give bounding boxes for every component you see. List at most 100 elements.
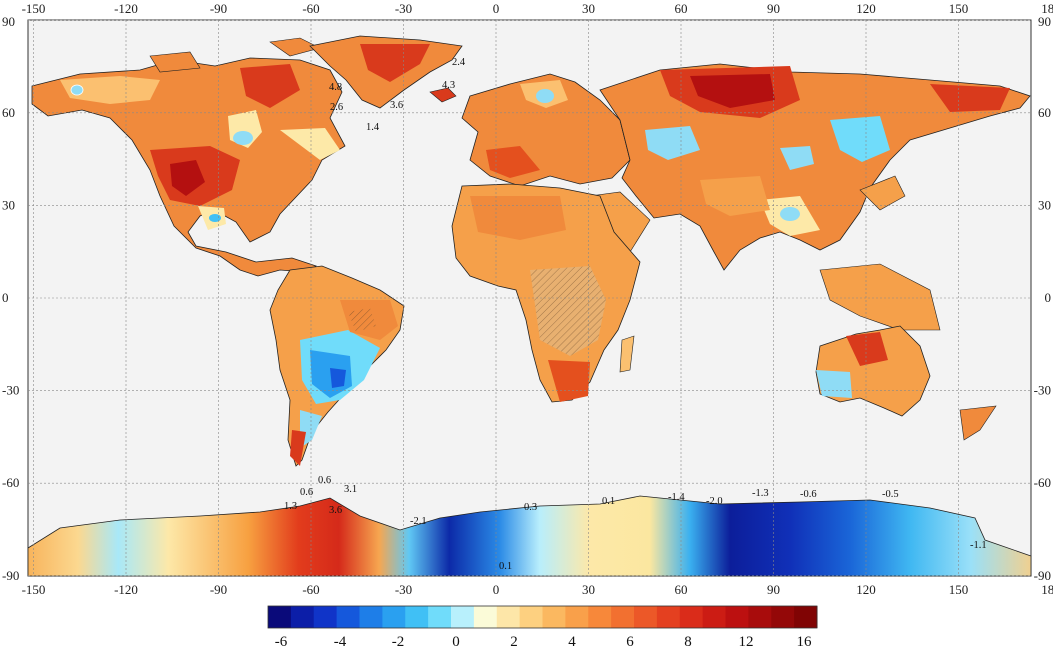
value-annotation: 0.6 [300, 487, 313, 498]
colorbar-tick-label: 0 [452, 634, 460, 650]
longitude-tick-label: -150 [22, 582, 46, 597]
value-annotation: 3.6 [390, 100, 403, 111]
latitude-tick-label: -30 [2, 383, 19, 398]
colorbar-tick-label: 4 [568, 634, 576, 650]
colorbar-tick-label: 2 [510, 634, 518, 650]
colorbar [267, 605, 818, 629]
value-annotation: 2.4 [452, 57, 466, 68]
colorbar-swatch [771, 606, 795, 628]
longitude-tick-label: 0 [493, 582, 500, 597]
latitude-tick-label: -90 [2, 568, 19, 583]
colorbar-tick-label: -6 [275, 634, 288, 650]
longitude-axis-top: -150 -120 -90 -60 -30 0 30 60 90 120 150 180 [22, 1, 1053, 16]
value-annotation: 1.4 [366, 122, 380, 133]
longitude-tick-label: 120 [856, 1, 876, 16]
value-annotation: -0.5 [882, 489, 899, 500]
latitude-tick-label: -60 [1034, 475, 1051, 490]
colorbar-outline [267, 605, 818, 629]
longitude-tick-label: 180 [1041, 1, 1053, 16]
longitude-tick-label: 120 [856, 582, 876, 597]
latitude-tick-label: -90 [1034, 568, 1051, 583]
colorbar-swatch [702, 606, 727, 628]
colorbar-swatch [428, 606, 452, 628]
colorbar-tick-label: 12 [739, 634, 754, 650]
latitude-axis-right: 90 60 30 0 -30 -60 -90 [1034, 14, 1051, 583]
longitude-tick-label: 0 [493, 1, 500, 16]
longitude-tick-label: 180 [1041, 582, 1053, 597]
colorbar-swatch [359, 606, 383, 628]
value-annotation: 4.8 [329, 82, 342, 93]
value-annotations: 2.44.34.82.6 3.61.40.63.10.61.3 3.6-2.10.3… [284, 57, 987, 572]
latitude-tick-label: 90 [2, 14, 15, 29]
longitude-tick-label: 60 [675, 1, 688, 16]
longitude-tick-label: -60 [302, 1, 319, 16]
latitude-tick-label: 0 [1045, 290, 1052, 305]
colorbar-swatch [611, 606, 635, 628]
europe [461, 73, 631, 187]
value-annotation: 0.1 [499, 561, 512, 572]
longitude-tick-label: 30 [582, 1, 595, 16]
north-america [31, 37, 346, 277]
longitude-tick-label: -30 [395, 1, 412, 16]
latitude-axis-left: 90 60 30 0 -30 -60 -90 [2, 14, 19, 583]
colorbar-swatch [405, 606, 429, 628]
colorbar-swatch [313, 606, 338, 628]
latitude-tick-label: 60 [2, 105, 15, 120]
colorbar-swatch [496, 606, 521, 628]
colorbar-tick-label: 16 [797, 634, 813, 650]
colorbar-tick-label: -2 [392, 634, 405, 650]
longitude-tick-label: 150 [949, 1, 969, 16]
iceland [429, 87, 457, 103]
antarctica [27, 495, 1032, 577]
value-annotation: 0.6 [318, 475, 331, 486]
value-annotation: 2.6 [330, 102, 343, 113]
latitude-tick-label: 30 [2, 197, 15, 212]
value-annotation: -0.6 [800, 489, 817, 500]
value-annotation: 3.1 [344, 484, 357, 495]
colorbar-swatch [542, 606, 566, 628]
colorbar-labels: -6 -4 -2 0 2 4 6 8 12 16 [275, 634, 812, 650]
australia [815, 325, 997, 441]
longitude-tick-label: 150 [949, 582, 969, 597]
longitude-tick-label: -120 [114, 582, 138, 597]
colorbar-tick-label: 8 [684, 634, 692, 650]
colorbar-swatch [679, 606, 704, 628]
value-annotation: -2.1 [410, 516, 427, 527]
longitude-tick-label: 90 [767, 1, 780, 16]
value-annotation: -1.3 [752, 488, 769, 499]
value-annotation: 4.3 [442, 80, 455, 91]
longitude-tick-label: -90 [210, 1, 227, 16]
colorbar-swatch [268, 606, 292, 628]
longitude-tick-label: -90 [210, 582, 227, 597]
latitude-tick-label: 0 [2, 290, 9, 305]
longitude-tick-label: 90 [767, 582, 780, 597]
south-america [269, 265, 405, 467]
value-annotation: 1.3 [284, 501, 297, 512]
longitude-tick-label: -60 [302, 582, 319, 597]
colorbar-swatch [794, 606, 818, 628]
longitude-axis-bottom: -150 -120 -90 -60 -30 0 30 60 90 120 150 180 [22, 582, 1053, 597]
colorbar-swatch [290, 606, 315, 628]
colorbar-tick-label: -4 [334, 634, 347, 650]
longitude-tick-label: 30 [582, 582, 595, 597]
colorbar-swatch [336, 606, 361, 628]
colorbar-swatch [588, 606, 612, 628]
value-annotation: -2.0 [706, 496, 723, 507]
longitude-tick-label: -30 [395, 582, 412, 597]
colorbar-swatch [748, 606, 772, 628]
graticule [28, 19, 1031, 577]
latitude-tick-label: -30 [1034, 383, 1051, 398]
colorbar-swatch [451, 606, 475, 628]
latitude-tick-label: -60 [2, 475, 19, 490]
value-annotation: 0.1 [602, 496, 615, 507]
colorbar-swatch [634, 606, 658, 628]
value-annotation: 0.3 [524, 502, 537, 513]
africa [451, 183, 641, 403]
colorbar-swatch [519, 606, 544, 628]
latitude-tick-label: 90 [1038, 14, 1051, 29]
colorbar-swatch [656, 606, 681, 628]
colorbar-swatch [565, 606, 589, 628]
latitude-tick-label: 30 [1038, 197, 1051, 212]
value-annotation: 3.6 [329, 505, 342, 516]
